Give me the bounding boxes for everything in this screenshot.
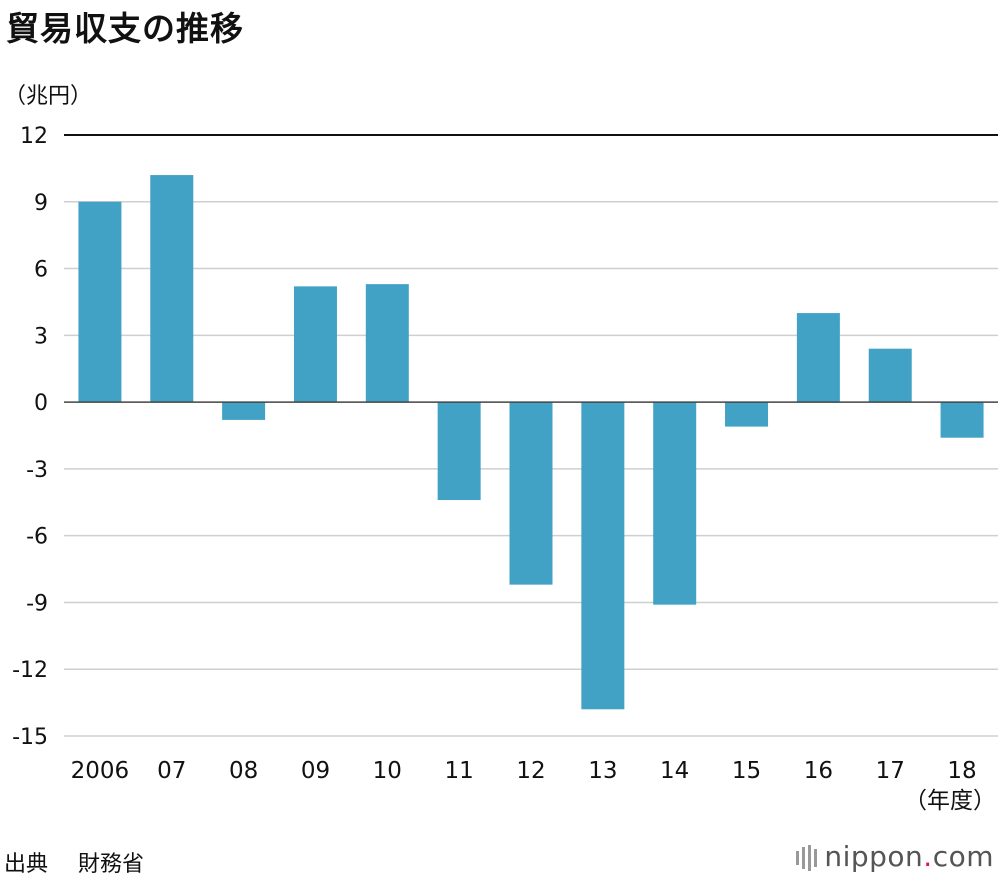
y-tick-labels: 12 9 6 3 0 -3 -6 -9 -12 -15 (12, 124, 48, 750)
y-tick-label: -6 (26, 525, 48, 550)
source-note: 出典 財務省 (4, 846, 144, 878)
y-tick-label: 6 (34, 258, 48, 283)
x-category-label: 07 (157, 758, 186, 784)
bar (653, 402, 697, 605)
x-category-label: 08 (229, 758, 258, 784)
y-tick-label: -3 (26, 458, 48, 483)
logo-dot: . (923, 840, 933, 873)
x-category-label: 15 (732, 758, 761, 784)
bar (150, 175, 194, 403)
bar (222, 402, 266, 420)
x-category-label: 16 (804, 758, 833, 784)
y-tick-label: 9 (34, 191, 48, 216)
x-axis-unit-label: （年度） (904, 788, 996, 814)
x-category-label: 12 (516, 758, 545, 784)
x-category-label: 14 (660, 758, 689, 784)
bar-chart: 12 9 6 3 0 -3 -6 -9 -12 -15 2006 07 08 09 10 11 12 13 14 1… (12, 124, 998, 814)
y-tick-label: 12 (20, 124, 48, 149)
x-category-label: 18 (947, 758, 976, 784)
x-category-label: 10 (373, 758, 402, 784)
bar (365, 284, 409, 403)
y-tick-label: -9 (26, 591, 48, 616)
y-tick-label: 3 (34, 324, 48, 349)
chart-title: 貿易収支の推移 (6, 9, 244, 48)
logo-bars-icon (796, 845, 818, 871)
logo-main: nippon (824, 840, 924, 873)
x-category-label: 11 (445, 758, 474, 784)
bar (437, 402, 481, 501)
source-label: 出典 (4, 852, 49, 877)
y-axis-unit-label: （兆円） (4, 84, 93, 109)
bars (78, 175, 984, 710)
x-category-label: 09 (301, 758, 330, 784)
y-tick-label: -12 (12, 658, 48, 683)
bar (868, 348, 912, 403)
y-tick-label: 0 (34, 391, 48, 416)
x-category-labels: 2006 07 08 09 10 11 12 13 14 15 16 17 18 (71, 758, 977, 784)
x-category-label: 17 (876, 758, 905, 784)
bar (940, 402, 984, 438)
x-category-label: 2006 (71, 758, 130, 784)
bar (78, 201, 122, 403)
bar (725, 402, 769, 427)
nippon-logo: nippon.com (796, 840, 994, 873)
x-category-label: 13 (588, 758, 617, 784)
bar (581, 402, 625, 710)
bar (509, 402, 553, 585)
gridlines (64, 134, 998, 737)
logo-suffix: com (932, 840, 994, 873)
bar (796, 313, 840, 403)
y-tick-label: -15 (12, 725, 48, 750)
bar (293, 286, 337, 403)
source-value: 財務省 (78, 852, 145, 877)
